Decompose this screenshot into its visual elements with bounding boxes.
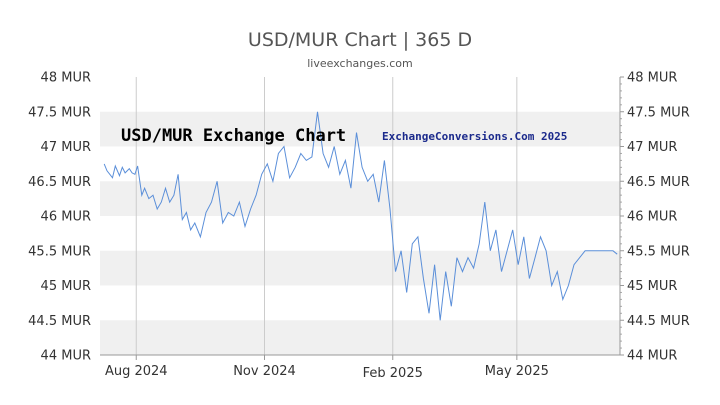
y-tick-label-right: 44.5 MUR (627, 314, 690, 329)
grid-band (100, 181, 620, 216)
y-tick-label-left: 46 MUR (41, 210, 91, 225)
grid-band (100, 111, 620, 147)
y-tick-label-right: 48 MUR (627, 71, 677, 86)
y-tick-label-right: 46.5 MUR (627, 175, 690, 190)
y-tick-label-left: 48 MUR (41, 71, 91, 86)
grid-band (100, 320, 620, 355)
x-tick-label: Aug 2024 (105, 364, 168, 379)
y-tick-label-left: 44.5 MUR (28, 314, 91, 329)
annotation-exchange-chart: USD/MUR Exchange Chart (121, 126, 346, 146)
grid-band (100, 250, 620, 286)
y-tick-label-right: 46 MUR (627, 210, 677, 225)
y-tick-label-right: 47.5 MUR (627, 105, 690, 120)
chart-subtitle: liveexchanges.com (307, 57, 412, 70)
x-tick-label: May 2025 (485, 364, 549, 379)
y-tick-label-left: 46.5 MUR (28, 175, 91, 190)
x-tick-label: Feb 2025 (363, 366, 423, 381)
y-tick-label-left: 44 MUR (41, 349, 91, 364)
x-tick-label: Nov 2024 (233, 364, 296, 379)
data-line-usd-mur (103, 111, 618, 321)
y-tick-label-left: 47.5 MUR (28, 105, 91, 120)
annotation-exchangeconversions: ExchangeConversions.Com 2025 (382, 130, 567, 143)
chart-title: USD/MUR Chart | 365 D (248, 29, 472, 51)
y-tick-label-right: 45.5 MUR (627, 244, 690, 259)
y-tick-label-left: 47 MUR (41, 140, 91, 155)
y-tick-label-right: 45 MUR (627, 279, 677, 294)
y-tick-label-right: 44 MUR (627, 349, 677, 364)
y-tick-label-right: 47 MUR (627, 140, 677, 155)
y-tick-label-left: 45 MUR (41, 279, 91, 294)
y-tick-label-left: 45.5 MUR (28, 244, 91, 259)
plot-area: Aug 2024 Nov 2024 Feb 2025 May 2025 44 MUR 44… (28, 71, 690, 382)
